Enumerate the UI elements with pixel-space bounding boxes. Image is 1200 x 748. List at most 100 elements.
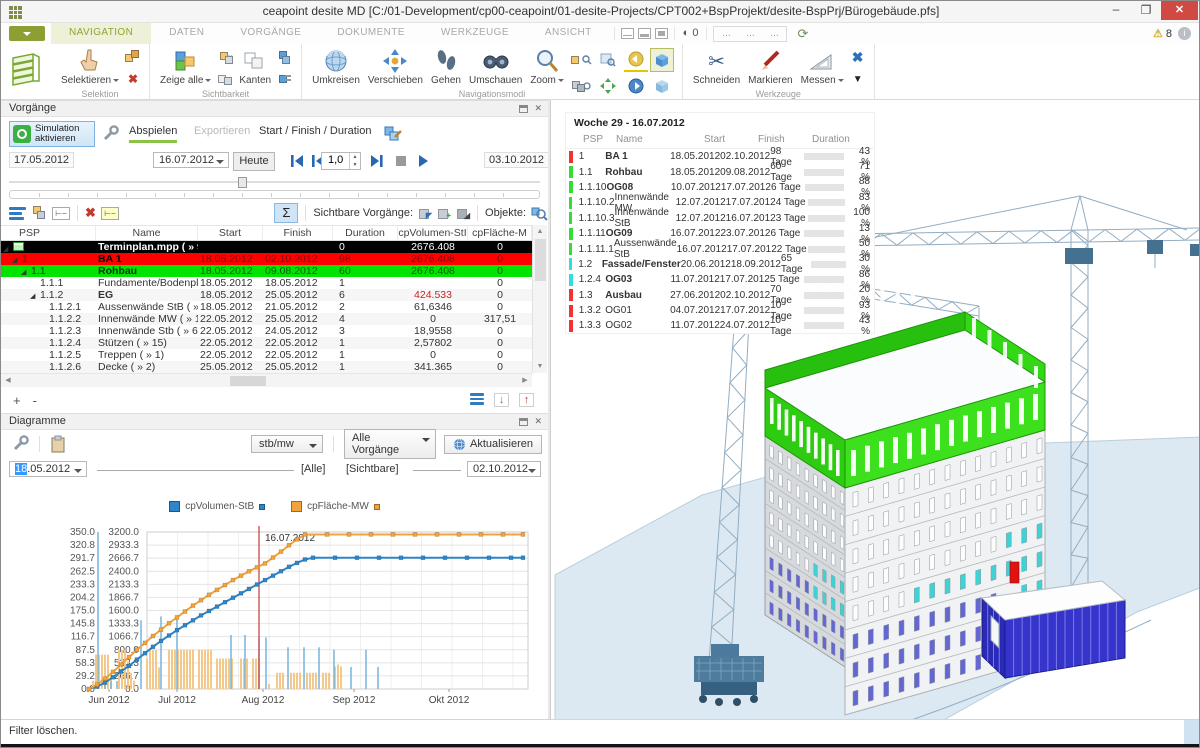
simulation-activate-button[interactable]: Simulationaktivieren — [9, 121, 95, 147]
viewport-3d[interactable]: Woche 29 - 16.07.2012 PSP Name Start Fin… — [550, 100, 1200, 719]
tab-abspielen[interactable]: Abspielen — [129, 125, 177, 143]
collapse-all-icon[interactable]: ⊢− — [101, 207, 119, 220]
expand-levels-icon[interactable] — [9, 207, 26, 220]
layout-full-icon[interactable] — [655, 28, 668, 39]
sum-sigma-button[interactable]: Σ — [274, 203, 298, 223]
table-row[interactable]: ◢1 BA 1 18.05.2012 02.10.2012 98 2676.40… — [1, 253, 532, 265]
expand-arrow[interactable]: ◢ — [21, 267, 31, 277]
visible-tasks-dark-icon[interactable]: ◢ — [456, 207, 470, 220]
schneiden-button[interactable]: ✂ Schneiden — [689, 46, 744, 87]
info-icon[interactable]: i — [1178, 27, 1191, 40]
table-row[interactable]: ◢ Terminplan.mpp ( » 93) 0 2676.408 0 — [1, 241, 532, 253]
speed-spinner[interactable]: 1,0▲▼ — [321, 152, 361, 170]
col-name[interactable]: Name — [96, 226, 198, 240]
status-text[interactable]: Filter löschen. — [9, 725, 77, 737]
diagram-type-combo[interactable]: stb/mw — [251, 435, 323, 453]
timeline-slider[interactable] — [9, 178, 540, 186]
zoom-button[interactable]: Zoom — [526, 46, 568, 87]
layout-split-icon[interactable] — [638, 28, 651, 39]
select-cubes-icon[interactable] — [124, 48, 142, 66]
stop-icon[interactable] — [393, 153, 409, 169]
diagram-scope-combo[interactable]: Alle Vorgänge — [344, 429, 436, 459]
current-date-combo[interactable]: 16.07.2012 — [153, 152, 229, 168]
table-row[interactable]: 1.1.2.6 Decke ( » 2) 25.05.2012 25.05.20… — [1, 361, 532, 373]
add-row-button[interactable]: + — [13, 393, 21, 408]
app-menu-button[interactable] — [9, 26, 45, 41]
perspective-cube-icon[interactable] — [650, 48, 674, 72]
gehen-button[interactable]: Gehen — [427, 46, 465, 87]
messen-button[interactable]: Messen — [797, 46, 848, 87]
find-objects-icon[interactable] — [531, 205, 548, 221]
float-panel-icon[interactable] — [519, 105, 528, 113]
deselect-icon[interactable]: ✖ — [124, 70, 142, 88]
close-panel-icon[interactable]: ✕ — [534, 104, 542, 113]
tree-cubes-icon[interactable] — [31, 206, 47, 220]
ribbon-tab[interactable]: NAVIGATION — [51, 23, 151, 44]
diagram-from-date[interactable]: 18.05.2012 — [9, 461, 87, 477]
ribbon-tab[interactable]: WERKZEUGE — [423, 23, 527, 44]
collapse-node-icon[interactable]: ⊢− — [52, 207, 70, 220]
verschieben-button[interactable]: Verschieben — [364, 46, 427, 87]
tab-exportieren[interactable]: Exportieren — [194, 125, 250, 140]
step-forward-icon[interactable] — [369, 153, 385, 169]
play-icon[interactable] — [415, 153, 431, 169]
ribbon-tab[interactable]: ANSICHT — [527, 23, 610, 44]
table-row[interactable]: 1.1.2.2 Innenwände MW ( » 13) 22.05.2012… — [1, 313, 532, 325]
col-volumen[interactable]: cpVolumen-StI — [398, 226, 468, 240]
dots-button-2[interactable]: ... — [738, 27, 762, 41]
col-finish[interactable]: Finish — [263, 226, 333, 240]
import-icon[interactable]: ↓ — [494, 393, 509, 407]
expand-arrow[interactable]: ◢ — [12, 255, 22, 265]
markieren-button[interactable]: Markieren — [744, 46, 796, 87]
zoom-window-icon[interactable] — [596, 48, 620, 72]
umkreisen-button[interactable]: Umkreisen — [308, 46, 364, 87]
diagram-to-date[interactable]: 02.10.2012 — [467, 461, 541, 477]
aktualisieren-button[interactable]: Aktualisieren — [444, 435, 542, 454]
table-row[interactable]: 1.1.2.3 Innenwände Stb ( » 6) 22.05.2012… — [1, 325, 532, 337]
slider-thumb[interactable] — [238, 177, 247, 188]
dots-button-3[interactable]: ... — [762, 27, 786, 41]
resize-grip[interactable] — [1184, 720, 1200, 745]
alle-label[interactable]: [Alle] — [301, 463, 325, 475]
diagram-settings-icon[interactable] — [11, 435, 29, 453]
ghost-cubes-icon[interactable] — [216, 70, 234, 88]
float-panel-icon[interactable] — [519, 418, 528, 426]
close-button[interactable]: ✕ — [1161, 1, 1198, 20]
horizontal-scrollbar[interactable]: ◀▶ — [1, 373, 532, 387]
diagram-chart-svg[interactable]: 350.03200.0320.82933.3291.72666.7262.524… — [1, 483, 548, 715]
ribbon-tab[interactable]: VORGÄNGE — [222, 23, 319, 44]
clipboard-icon[interactable] — [50, 435, 66, 454]
ribbon-tab[interactable]: DOKUMENTE — [319, 23, 423, 44]
close-panel-icon[interactable]: ✕ — [534, 417, 542, 426]
ribbon-tab[interactable]: DATEN — [151, 23, 222, 44]
project-stairs-icon[interactable] — [9, 48, 43, 88]
maximize-button[interactable]: ❐ — [1131, 1, 1161, 21]
list-icon[interactable] — [470, 393, 484, 407]
table-row[interactable]: 1.1.2.1 Aussenwände StB ( » 6) 18.05.201… — [1, 301, 532, 313]
layout-single-icon[interactable] — [621, 28, 634, 39]
table-row[interactable]: 1.1.2.4 Stützen ( » 15) 22.05.2012 22.05… — [1, 337, 532, 349]
warning-badge[interactable]: ⚠ 8 — [1153, 23, 1172, 44]
kanten-button[interactable]: Kanten — [235, 46, 275, 87]
col-flaeche[interactable]: cpFläche-M — [468, 226, 532, 240]
col-start[interactable]: Start — [198, 226, 263, 240]
table-row[interactable]: ◢1.1.2 EG 18.05.2012 25.05.2012 6 424.53… — [1, 289, 532, 301]
remove-row-button[interactable]: - — [33, 393, 37, 408]
scrollbar-thumb[interactable] — [230, 376, 266, 386]
view-back-icon[interactable] — [624, 48, 648, 72]
edit-schedule-icon[interactable] — [383, 123, 403, 143]
refresh-icon[interactable]: ⟳ — [797, 23, 808, 44]
unlink-tasks-icon[interactable]: ✖ — [85, 205, 96, 221]
timeline-track[interactable] — [9, 190, 540, 199]
export-icon[interactable]: ↑ — [519, 393, 534, 407]
visible-tasks-blue-icon[interactable]: ◤ — [418, 207, 432, 220]
col-duration[interactable]: Duration — [333, 226, 398, 240]
expand-arrow[interactable]: ◢ — [3, 244, 13, 253]
expand-arrow[interactable]: ◢ — [30, 291, 40, 301]
heute-button[interactable]: Heute — [233, 152, 275, 171]
dots-button-1[interactable]: ... — [714, 27, 738, 41]
cube-layers-icon[interactable] — [276, 48, 294, 66]
settings-wrench-icon[interactable] — [101, 125, 119, 143]
minimize-button[interactable]: – — [1101, 1, 1131, 21]
more-tools-icon[interactable]: ▼ — [849, 70, 867, 88]
